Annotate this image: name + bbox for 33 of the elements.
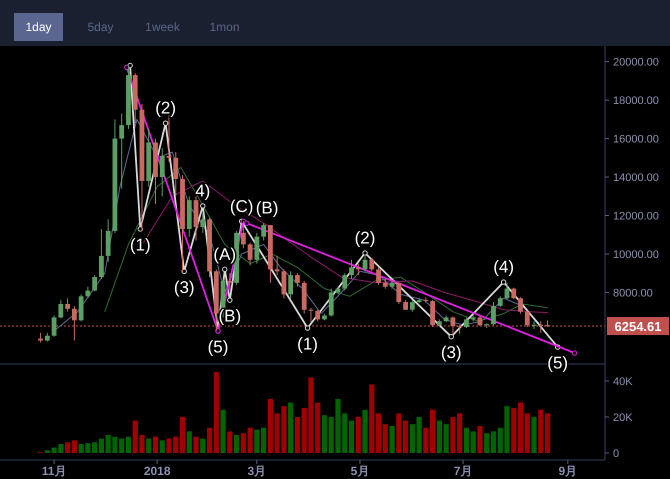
y-tick-label: 16000.00 <box>613 134 659 146</box>
y-tick-label: 8000.00 <box>613 287 653 300</box>
text: 1week <box>145 20 181 34</box>
annotation: (1) <box>297 334 318 354</box>
y-tick-label: 14000.00 <box>613 172 659 184</box>
y-tick-label: 20000.00 <box>613 56 659 69</box>
x-tick-label: 5月 <box>350 464 370 478</box>
x-tick-label: 3月 <box>248 464 266 478</box>
x-tick-label: 11月 <box>42 464 66 478</box>
annotation: (2) <box>354 228 376 248</box>
y-tick-label: 18000.00 <box>613 95 659 108</box>
annotation: (2) <box>155 98 176 118</box>
annotation: (5) <box>208 337 228 356</box>
y-tick-label: 20K <box>613 412 634 424</box>
annotation: 4) <box>195 181 210 200</box>
text: 1day <box>25 20 52 34</box>
x-tick-label: 2018 <box>144 464 171 478</box>
ref-line-label: 6254.61 <box>614 319 662 334</box>
y-tick-label: 40K <box>613 376 634 388</box>
annotation: (B) <box>256 198 278 218</box>
annotation: (4) <box>493 258 514 277</box>
y-tick-label: 10000.00 <box>613 248 659 261</box>
text: 5day <box>87 20 114 34</box>
text: 1mon <box>209 20 240 34</box>
annotation: (3) <box>440 343 462 362</box>
y-tick-label: 12000.00 <box>613 210 659 223</box>
annotation: (C) <box>230 196 254 216</box>
annotation: (3) <box>174 278 195 297</box>
y-tick-label: 0 <box>613 448 620 460</box>
x-tick-label: 9月 <box>558 464 578 478</box>
x-tick-label: 7月 <box>454 464 472 478</box>
annotation: (5) <box>547 354 568 373</box>
annotation: (1) <box>130 235 151 254</box>
